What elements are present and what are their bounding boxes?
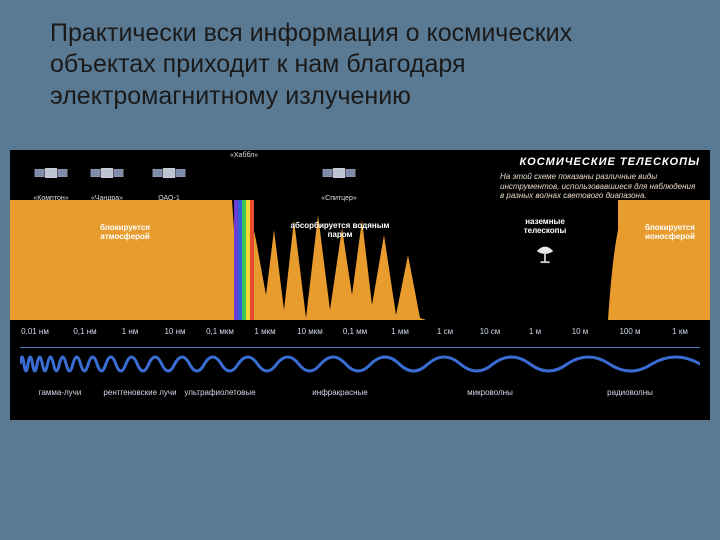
band-label: инфракрасные [312, 388, 367, 397]
satellite-icon [150, 158, 188, 188]
em-spectrum-diagram: КОСМИЧЕСКИЕ ТЕЛЕСКОПЫ На этой схеме пока… [10, 150, 710, 420]
satellite-icon [320, 158, 358, 188]
telescope-item: «Чандра» [88, 158, 126, 202]
scale-tick: 0,1 нм [73, 327, 96, 336]
absorption-region [10, 200, 710, 320]
hubble-label: «Хаббл» [230, 152, 258, 159]
band-label: рентгеновские лучи [103, 388, 176, 397]
scale-tick: 1 м [529, 327, 541, 336]
band-label: гамма-лучи [39, 388, 82, 397]
telescopes-heading: КОСМИЧЕСКИЕ ТЕЛЕСКОПЫ [520, 156, 700, 168]
dish-icon [531, 242, 559, 264]
band-label: радиоволны [607, 388, 653, 397]
wavelength-wave [20, 348, 700, 380]
slide: Практически вся информация о космических… [0, 0, 720, 540]
scale-tick: 1 мм [391, 327, 409, 336]
telescopes-description: На этой схеме показаны различные виды ин… [500, 172, 700, 201]
ground-telescope-label: наземные телескопы [510, 218, 580, 236]
scale-tick: 100 м [619, 327, 640, 336]
scale-tick: 1 км [672, 327, 688, 336]
ground-telescope: наземные телескопы [510, 218, 580, 269]
absorption-graph [10, 200, 710, 320]
absorption-label: абсорбируется водяным паром [290, 222, 390, 240]
satellite-icon [88, 158, 126, 188]
scale-tick: 0,1 мкм [206, 327, 234, 336]
scale-tick: 1 см [437, 327, 453, 336]
scale-tick: 0,1 мм [343, 327, 367, 336]
scale-tick: 10 нм [164, 327, 185, 336]
band-label: микроволны [467, 388, 513, 397]
band-label: ультрафиолетовые [184, 388, 255, 397]
scale-tick: 0,01 нм [21, 327, 49, 336]
scale-tick: 10 мкм [297, 327, 323, 336]
telescope-item: ОАО-1 [150, 158, 188, 202]
slide-title: Практически вся информация о космических… [0, 0, 720, 124]
telescope-item: «Спитцер» [320, 158, 358, 202]
absorption-label: блокируется ионосферой [630, 224, 710, 242]
spectrum-color-bar [250, 200, 254, 320]
scale-tick: 10 см [480, 327, 501, 336]
scale-tick: 1 мкм [254, 327, 275, 336]
scale-tick: 1 нм [122, 327, 139, 336]
telescope-item: «Комптон» [32, 158, 70, 202]
scale-tick: 10 м [572, 327, 589, 336]
satellite-icon [32, 158, 70, 188]
absorption-label: блокируется атмосферой [80, 224, 170, 242]
